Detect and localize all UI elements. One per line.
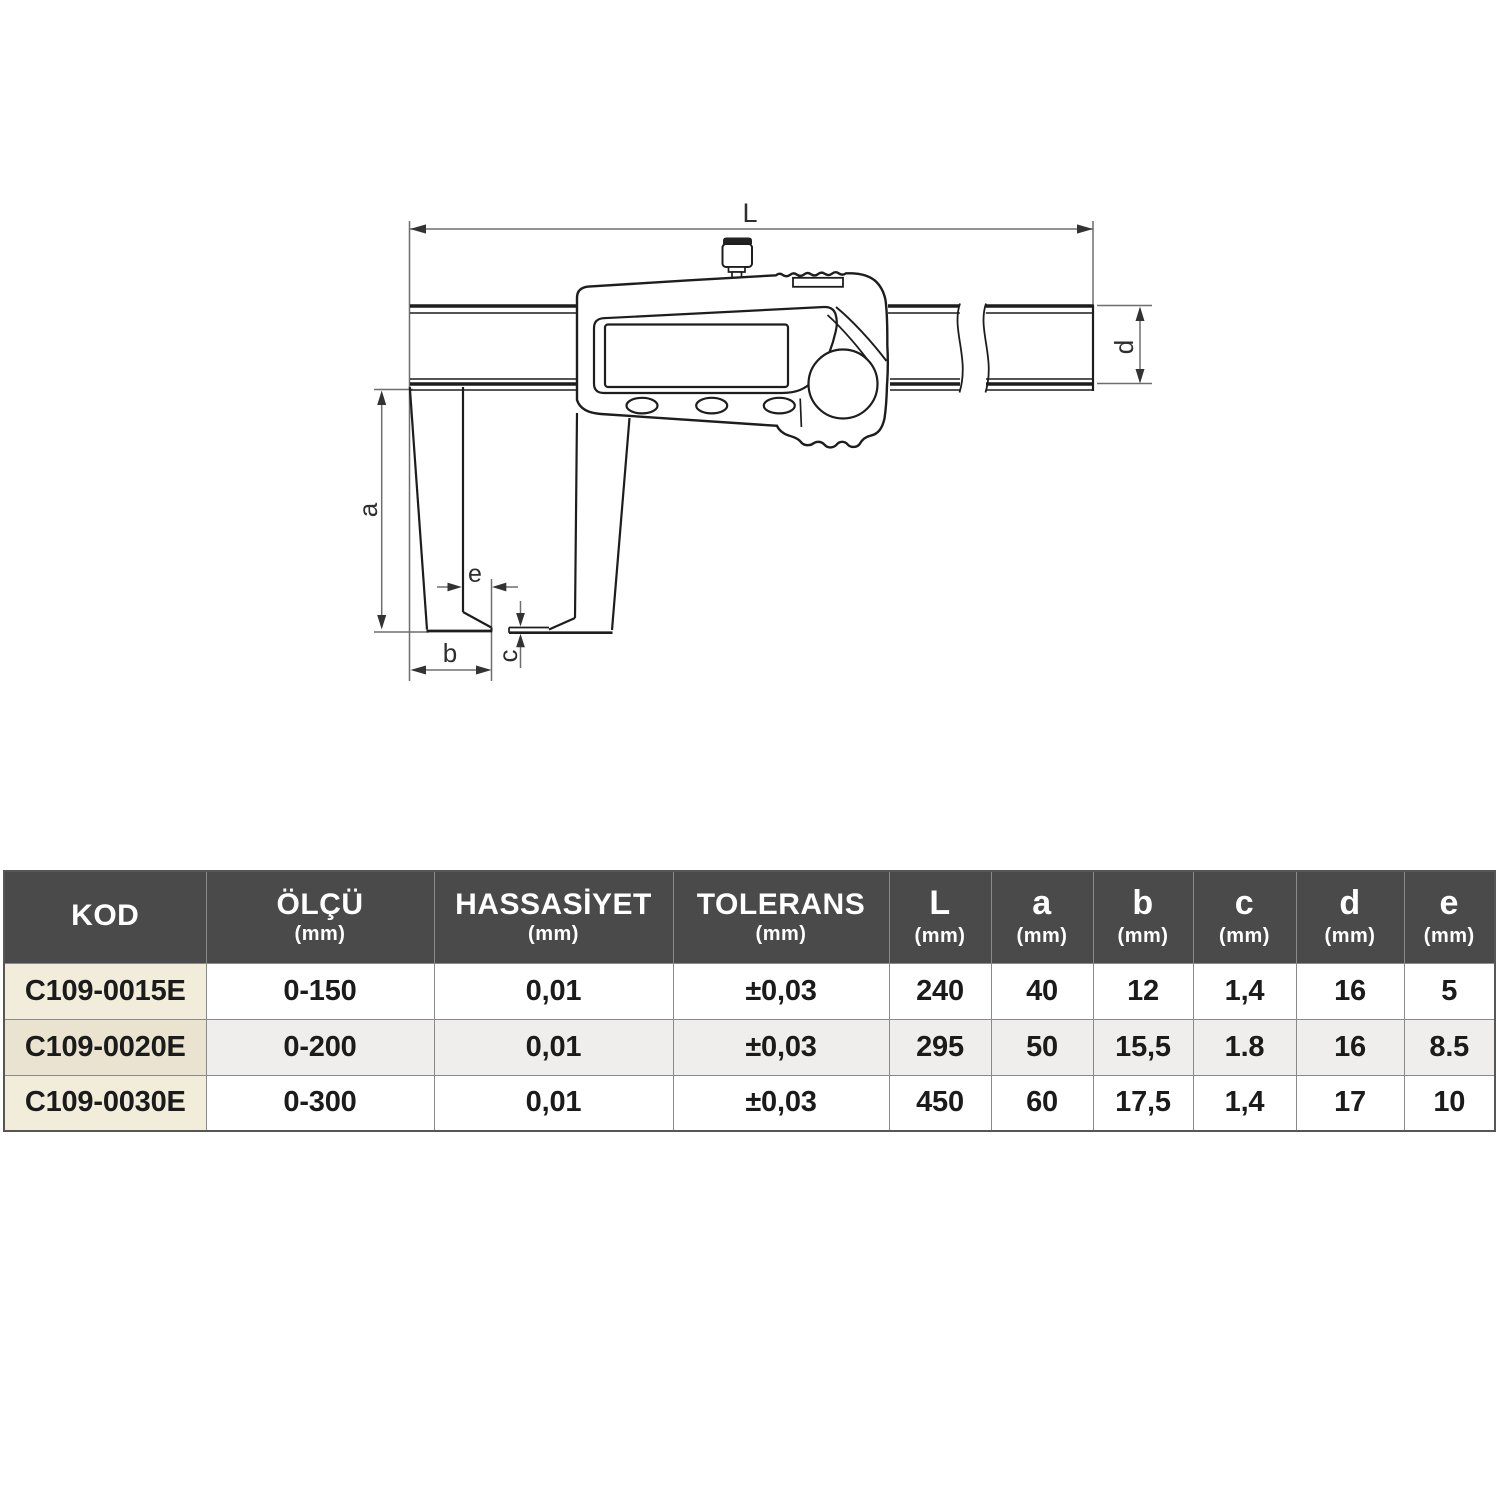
beam-break-marks (956, 303, 990, 393)
spec-cell: 16 (1295, 962, 1405, 1020)
col-header-a: a (mm) (990, 870, 1094, 964)
battery-cover (792, 276, 844, 288)
col-header-kod: KOD (3, 870, 207, 964)
spec-table: KOD ÖLÇÜ (mm) HASSASİYET (mm) TOLERANS (mm)… (3, 870, 1496, 1132)
spec-cell: 16 (1295, 1018, 1405, 1076)
col-header-olcu: ÖLÇÜ (mm) (205, 870, 435, 964)
spec-cell: 295 (888, 1018, 992, 1076)
dim-label-b: b (443, 638, 457, 668)
spec-cell: 17,5 (1092, 1074, 1194, 1132)
col-header-e: e (mm) (1403, 870, 1496, 964)
spec-cell: 5 (1403, 962, 1496, 1020)
spec-cell: 0-150 (205, 962, 435, 1020)
table-row: C109-0015E 0-150 0,01 ±0,03 240 40 12 1,… (3, 962, 1496, 1020)
table-row: C109-0020E 0-200 0,01 ±0,03 295 50 15,5 … (3, 1018, 1496, 1076)
spec-cell: 10 (1403, 1074, 1496, 1132)
spec-cell: 0,01 (433, 1018, 674, 1076)
dim-label-L: L (742, 198, 757, 228)
spec-cell-kod: C109-0020E (3, 1018, 207, 1076)
spec-cell: 1,4 (1192, 1074, 1297, 1132)
spec-cell-kod: C109-0030E (3, 1074, 207, 1132)
spec-cell: ±0,03 (672, 1074, 890, 1132)
spec-cell: 0-300 (205, 1074, 435, 1132)
dim-label-a: a (353, 502, 383, 517)
button-icons (625, 396, 796, 415)
col-header-hassasiyet: HASSASİYET (mm) (433, 870, 674, 964)
fixed-jaw (408, 386, 493, 633)
spec-cell: 450 (888, 1074, 992, 1132)
movable-jaw (508, 412, 631, 635)
col-header-tolerans: TOLERANS (mm) (672, 870, 890, 964)
dimension-arrowheads (377, 224, 1145, 675)
beam (410, 303, 1095, 393)
spec-cell: 0-200 (205, 1018, 435, 1076)
spec-cell: 50 (990, 1018, 1094, 1076)
spec-cell: 17 (1295, 1074, 1405, 1132)
thumb-wheel-icon (807, 348, 879, 420)
col-header-L: L (mm) (888, 870, 992, 964)
lock-screw-icon (721, 237, 753, 279)
table-row: C109-0030E 0-300 0,01 ±0,03 450 60 17,5 … (3, 1074, 1496, 1132)
spec-cell: ±0,03 (672, 962, 890, 1020)
spec-cell: 0,01 (433, 1074, 674, 1132)
col-header-b: b (mm) (1092, 870, 1194, 964)
dim-label-d: d (1109, 340, 1139, 354)
lcd-screen (603, 323, 790, 389)
spec-cell: 240 (888, 962, 992, 1020)
spec-cell: 60 (990, 1074, 1094, 1132)
spec-cell: 8.5 (1403, 1018, 1496, 1076)
spec-cell: 40 (990, 962, 1094, 1020)
spec-cell: 15,5 (1092, 1018, 1194, 1076)
dim-label-e: e (468, 560, 482, 588)
spec-cell: 1.8 (1192, 1018, 1297, 1076)
header-row: KOD ÖLÇÜ (mm) HASSASİYET (mm) TOLERANS (mm)… (3, 870, 1496, 964)
dim-label-c: c (493, 650, 523, 663)
col-header-c: c (mm) (1192, 870, 1297, 964)
col-header-d: d (mm) (1295, 870, 1405, 964)
spec-cell-kod: C109-0015E (3, 962, 207, 1020)
spec-cell: ±0,03 (672, 1018, 890, 1076)
display-unit (575, 237, 890, 449)
spec-cell: 1,4 (1192, 962, 1297, 1020)
spec-cell: 0,01 (433, 962, 674, 1020)
spec-cell: 12 (1092, 962, 1194, 1020)
